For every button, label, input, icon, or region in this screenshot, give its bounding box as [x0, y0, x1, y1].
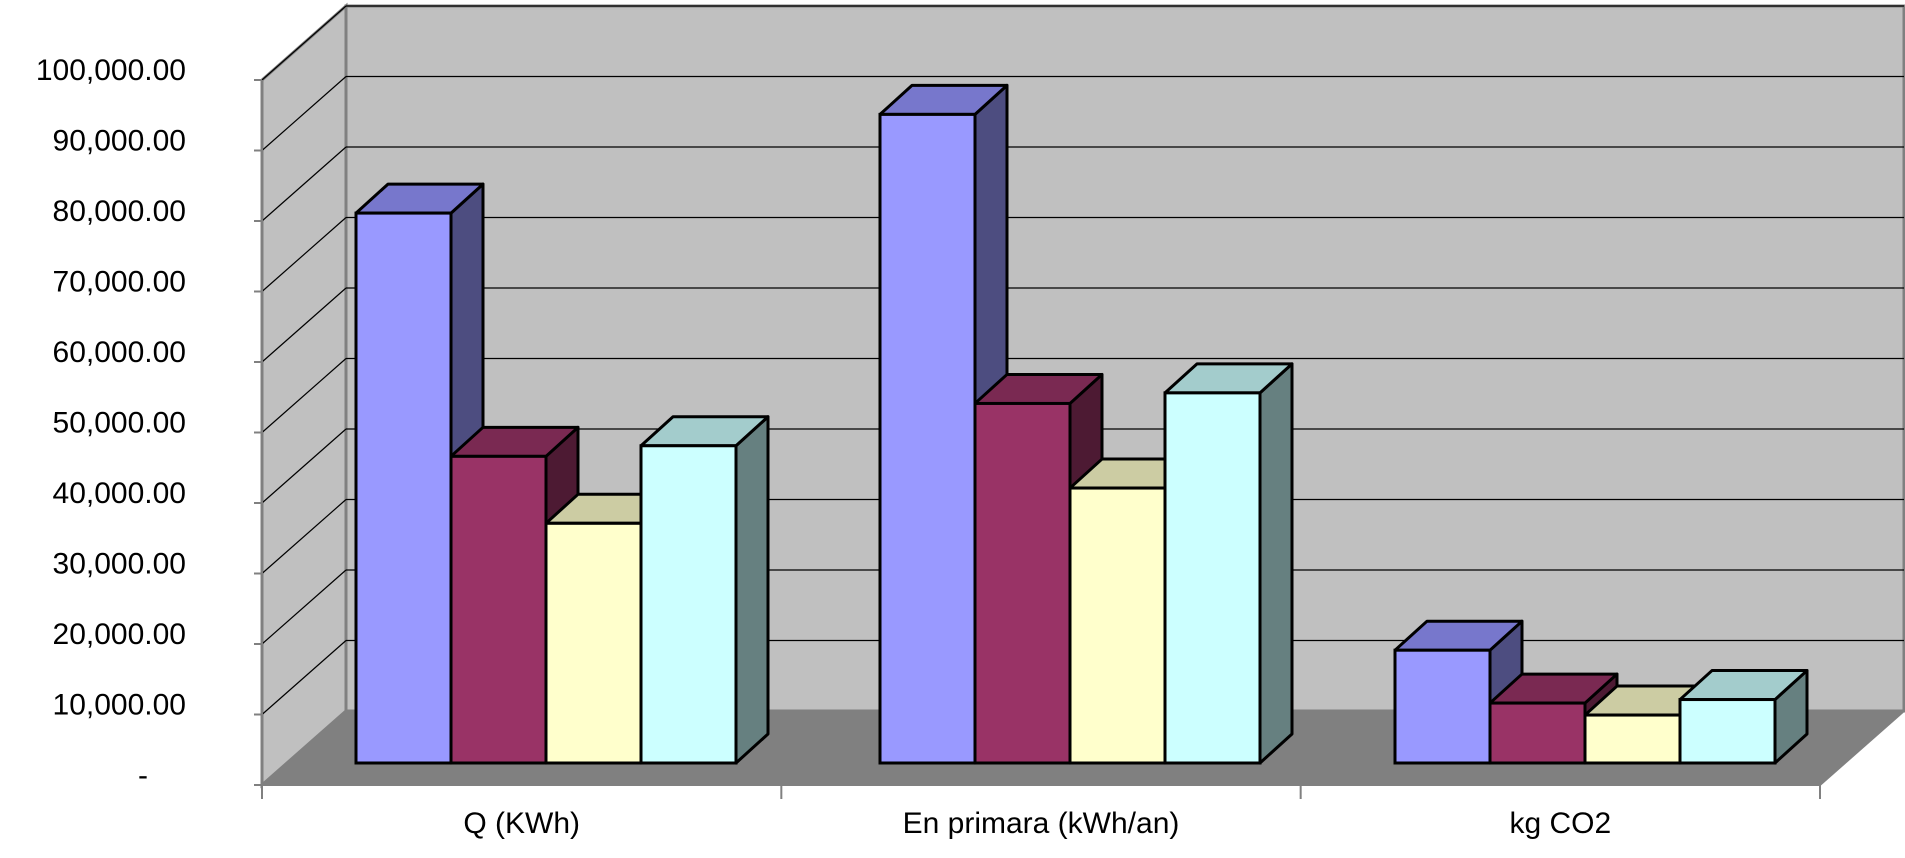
gridline-side — [261, 76, 347, 151]
y-tick-label: 40,000.00 — [53, 477, 186, 510]
y-tick-label: 50,000.00 — [53, 406, 186, 439]
y-tick-label: 100,000.00 — [36, 54, 186, 87]
gridline-side — [261, 217, 347, 292]
bar-side — [1258, 362, 1294, 765]
gridline-side — [261, 640, 347, 715]
bar — [1163, 362, 1294, 765]
axes — [254, 79, 1905, 799]
bar — [1678, 669, 1809, 765]
bars — [354, 83, 1809, 765]
bar-front — [354, 211, 453, 765]
gridline-side — [261, 358, 347, 433]
y-tick-label: 90,000.00 — [53, 124, 186, 157]
bar-front — [449, 454, 548, 765]
bar-front — [973, 401, 1072, 765]
bar-front — [544, 521, 643, 765]
x-category-label: Q (KWh) — [463, 807, 580, 840]
y-tick-labels: - 10,000.00 20,000.00 30,000.00 40,000.00 50,… — [36, 54, 186, 792]
bar — [639, 415, 770, 765]
bar-side — [734, 415, 770, 765]
gridline-side — [261, 569, 347, 645]
bar — [1393, 619, 1524, 765]
gridline-side — [261, 428, 347, 504]
y-tick-label: - — [138, 759, 148, 792]
y-tick-label: 60,000.00 — [53, 336, 186, 369]
x-category-label: En primara (kWh/an) — [903, 807, 1180, 840]
gridline-side — [261, 5, 347, 81]
floor-right-edge — [1819, 710, 1905, 786]
bar-front — [639, 444, 738, 765]
bar-front — [1068, 486, 1167, 765]
gridline-side — [261, 146, 347, 222]
x-category-labels: Q (KWh) En primara (kWh/an) kg CO2 — [463, 807, 1611, 840]
x-category-label: kg CO2 — [1509, 807, 1611, 840]
bar-front — [1163, 391, 1262, 765]
gridline-side — [261, 499, 347, 574]
bar-front — [878, 112, 977, 765]
y-tick-label: 30,000.00 — [53, 547, 186, 580]
gridline-side — [261, 287, 347, 363]
y-tick-label: 20,000.00 — [53, 618, 186, 651]
bar-front — [1488, 701, 1587, 765]
bar-front — [1393, 648, 1492, 765]
bar-front — [1583, 713, 1682, 765]
y-tick-label: 70,000.00 — [53, 265, 186, 298]
y-tick-label: 10,000.00 — [53, 688, 186, 721]
y-tick-label: 80,000.00 — [53, 195, 186, 228]
bar-front — [1678, 698, 1777, 765]
